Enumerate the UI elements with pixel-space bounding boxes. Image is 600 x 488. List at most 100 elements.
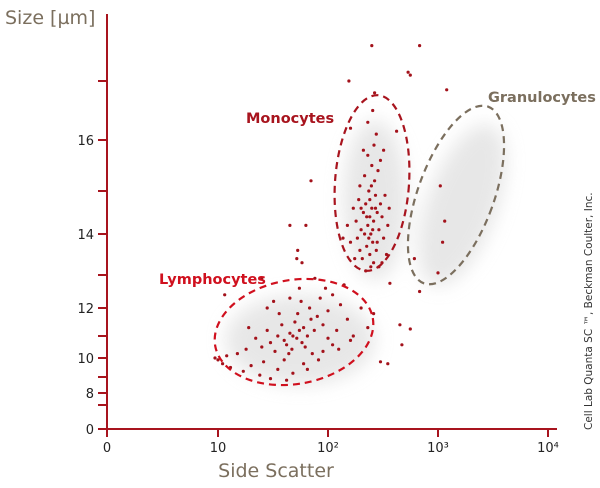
lymphocytes-point <box>265 328 269 332</box>
lymphocytes-point <box>291 371 295 375</box>
monocytes-point <box>368 198 372 202</box>
lymphocytes-point <box>244 347 248 351</box>
outlier-point <box>348 126 353 130</box>
monocytes-point <box>373 179 377 183</box>
monocytes-point <box>363 174 367 178</box>
lymphocytes-point <box>316 358 321 362</box>
monocytes-point <box>382 236 386 240</box>
lymphocytes-point <box>323 286 328 290</box>
lymphocytes-point <box>287 352 291 356</box>
monocytes-point <box>383 193 387 197</box>
monocytes-point <box>386 223 390 227</box>
monocytes-point <box>366 223 370 227</box>
y-ticks: 0 8 10 12 14 16 <box>77 80 107 438</box>
monocytes-point <box>374 132 378 136</box>
monocytes-point <box>355 236 359 240</box>
monocytes-gate <box>333 94 411 272</box>
x-tick-label: 10³ <box>427 441 449 456</box>
lymphocytes-point <box>359 306 363 310</box>
monocytes-point <box>364 202 368 206</box>
monocytes-point <box>380 215 384 219</box>
outlier-point <box>400 343 404 347</box>
lymphocytes-point <box>302 362 306 366</box>
lymphocytes-point <box>313 276 317 280</box>
monocytes-label: Monocytes <box>246 111 334 127</box>
monocytes-point <box>366 120 370 124</box>
lymphocytes-point <box>235 352 239 356</box>
lymphocytes-point <box>326 309 330 313</box>
lymphocytes-point <box>282 338 286 342</box>
y-tick-label: 14 <box>77 228 94 243</box>
x-tick-label: 10² <box>317 441 339 456</box>
monocytes-point <box>359 206 363 210</box>
lymphocytes-point <box>315 314 319 318</box>
outlier-point <box>408 327 412 331</box>
lymphocytes-point <box>308 306 312 310</box>
monocytes-point <box>382 148 386 152</box>
data-points <box>213 44 449 382</box>
lymphocytes-point <box>348 338 353 342</box>
lymphocytes-point <box>321 349 325 353</box>
monocytes-point <box>348 240 353 244</box>
lymphocytes-point <box>225 354 229 358</box>
lymphocytes-point <box>309 317 313 321</box>
monocytes-point <box>361 148 365 152</box>
lymphocytes-point <box>300 341 304 345</box>
lymphocytes-point <box>331 293 335 297</box>
outlier-point <box>213 356 217 360</box>
monocytes-point <box>384 252 389 257</box>
granulocytes-label: Granulocytes <box>488 90 596 106</box>
outlier-point <box>386 362 390 366</box>
y-tick-label: 0 <box>86 423 94 438</box>
lymphocytes-point <box>337 347 341 351</box>
x-tick-label: 10 <box>210 441 227 456</box>
lymphocytes-point <box>258 373 262 377</box>
lymphocytes-point <box>295 336 299 340</box>
lymphocytes-point <box>280 323 284 327</box>
lymphocytes-point <box>338 303 343 307</box>
lymphocytes-point <box>288 331 292 335</box>
lymphocytes-point <box>296 312 300 316</box>
outlier-point <box>309 179 313 183</box>
outlier-point <box>370 44 374 48</box>
monocytes-point <box>372 261 376 265</box>
lymphocytes-point <box>272 299 276 303</box>
lymphocytes-gate <box>213 277 375 387</box>
monocytes-point <box>375 240 379 244</box>
lymphocytes-point <box>335 328 339 332</box>
lymphocytes-label: Lymphocytes <box>159 272 266 288</box>
outlier-point <box>445 88 449 92</box>
monocytes-point <box>354 219 358 223</box>
y-tick-label: 10 <box>77 352 94 367</box>
lymphocytes-point <box>303 345 307 349</box>
granulocytes-gate <box>406 104 506 286</box>
outlier-point <box>295 257 299 261</box>
y-tick-label: 16 <box>77 134 94 149</box>
outlier-point <box>288 223 292 227</box>
y-axis-title: Size [µm] <box>5 7 95 29</box>
outlier-point <box>341 236 345 240</box>
lymphocytes-point <box>277 312 281 316</box>
monocytes-point <box>370 163 374 168</box>
lymphocytes-point <box>276 367 280 371</box>
monocytes-point <box>387 206 391 210</box>
lymphocytes-point <box>288 296 292 300</box>
monocytes-point <box>357 198 361 202</box>
monocytes-point <box>358 248 362 252</box>
outlier-point <box>406 70 410 74</box>
monocytes-point <box>370 206 374 210</box>
monocytes-point <box>375 210 379 215</box>
outlier-point <box>443 219 447 223</box>
lymphocytes-point <box>305 334 309 338</box>
y-tick-label: 8 <box>86 387 94 402</box>
lymphocytes-point <box>249 364 253 368</box>
lymphocytes-point <box>345 317 349 321</box>
outlier-point <box>436 271 440 275</box>
monocytes-point <box>365 215 369 219</box>
monocytes-point <box>372 143 376 147</box>
y-tick-label: 12 <box>77 302 94 317</box>
monocytes-point <box>368 215 372 219</box>
lymphocytes-point <box>366 326 370 330</box>
lymphocytes-point <box>260 345 264 349</box>
lymphocytes-point <box>297 286 301 290</box>
